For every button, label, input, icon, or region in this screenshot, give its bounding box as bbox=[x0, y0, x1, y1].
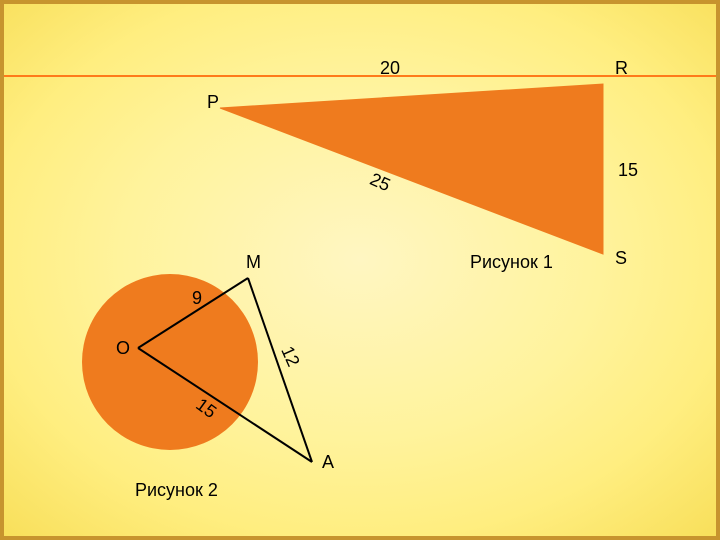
edge-label-om: 9 bbox=[192, 288, 202, 309]
vertex-label-a: A bbox=[322, 452, 334, 473]
caption-2: Рисунок 2 bbox=[135, 480, 218, 501]
circle-o bbox=[82, 274, 258, 450]
vertex-label-o: O bbox=[116, 338, 130, 359]
figure-2 bbox=[0, 0, 720, 540]
diagram-stage: P R S 20 15 25 Рисунок 1 O M A 9 12 15 Р… bbox=[0, 0, 720, 540]
vertex-label-m: M bbox=[246, 252, 261, 273]
